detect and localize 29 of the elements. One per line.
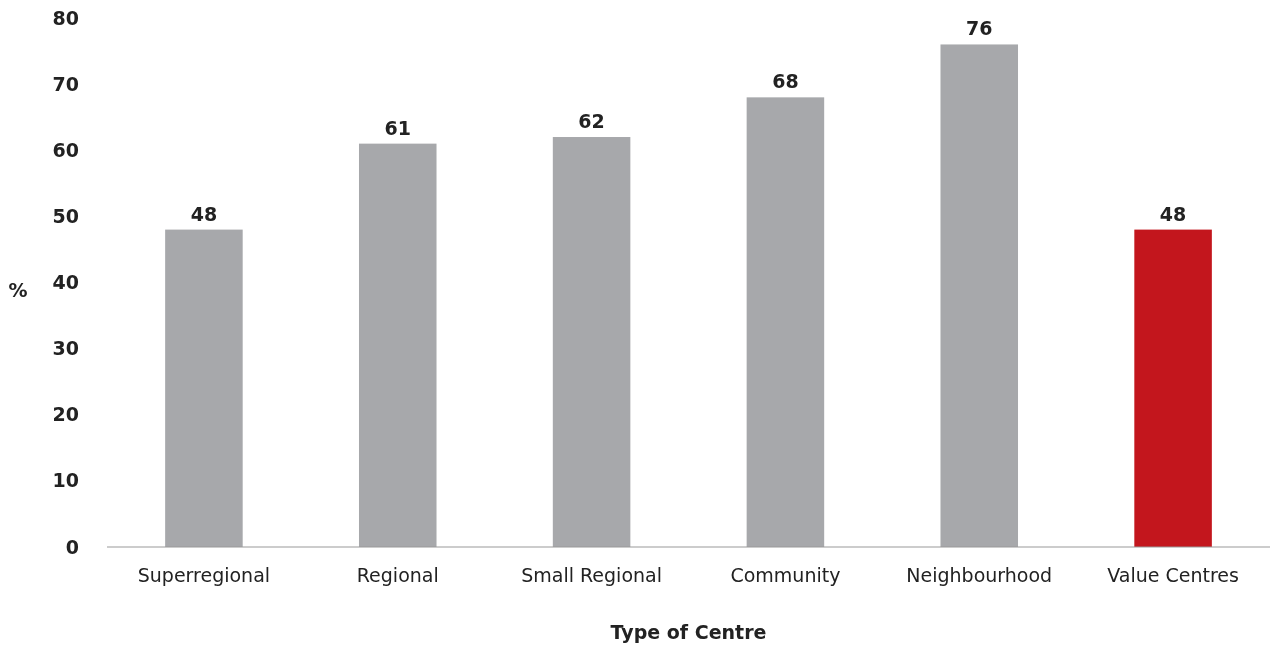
x-tick-label: Small Regional [521,564,662,587]
y-tick-label: 50 [52,204,79,227]
y-tick-label: 30 [52,337,79,360]
bar [552,137,631,547]
data-label: 48 [190,202,218,225]
data-label: 68 [772,70,799,93]
x-tick-label: Community [730,564,841,587]
y-axis-title: % [8,279,28,301]
y-tick-label: 10 [52,469,79,492]
x-tick-label: Value Centres [1107,564,1239,587]
y-tick-label: 70 [52,72,79,95]
bar [940,44,1019,547]
bar [165,229,243,547]
y-tick-label: 60 [52,138,79,161]
y-tick-label: 20 [52,403,79,426]
data-label: 48 [1159,202,1187,225]
x-tick-label: Regional [356,564,439,587]
y-tick-label: 40 [52,271,79,294]
data-label: 62 [578,110,605,133]
data-label: 76 [966,17,993,40]
y-tick-label: 80 [52,6,79,29]
y-tick-label: 0 [65,535,79,558]
data-label: 61 [384,116,411,139]
bar [1134,229,1212,547]
bar [746,97,825,547]
x-axis-title: Type of Centre [610,621,767,643]
x-tick-label: Superregional [137,564,271,587]
x-tick-label: Neighbourhood [906,564,1053,587]
bar [358,143,437,547]
